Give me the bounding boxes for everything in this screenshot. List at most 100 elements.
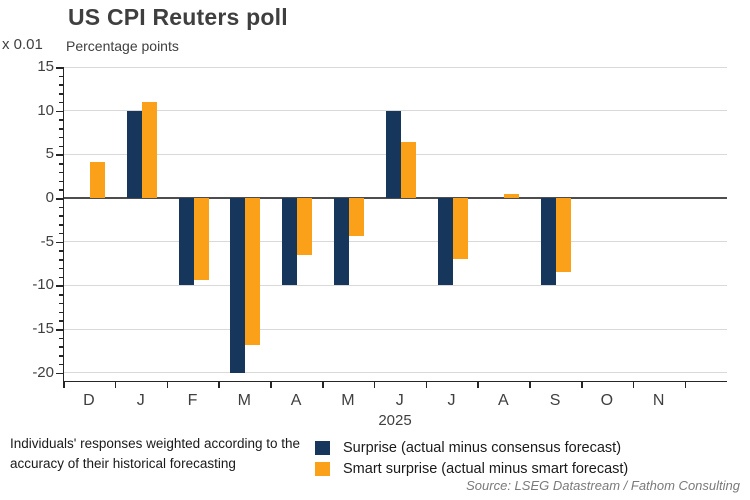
x-tick-label-0-D: D (83, 392, 95, 409)
y-tick-label-0: 0 (45, 189, 54, 206)
x-tick-1 (114, 382, 117, 388)
bar-surprise-4-A (282, 198, 298, 286)
bar-surprise-6-J (385, 110, 401, 198)
x-axis-year: 2025 (378, 412, 412, 429)
y-minor-tick-1 (59, 189, 63, 191)
y-major-tick-15 (56, 67, 63, 69)
y-tick-label--15: -15 (32, 320, 54, 337)
x-tick-7 (425, 382, 428, 388)
bar-surprise-5-M (333, 198, 349, 286)
source-credit: Source: LSEG Datastream / Fathom Consult… (466, 478, 740, 493)
x-tick-2 (166, 382, 169, 388)
bar-smart-surprise-1-J (141, 101, 157, 198)
x-tick-9 (529, 382, 531, 388)
x-tick-0 (63, 382, 65, 388)
y-minor-tick--4 (59, 232, 63, 235)
x-tick-6 (373, 382, 376, 388)
y-major-tick--20 (56, 372, 63, 375)
y-minor-tick-12 (59, 93, 63, 95)
bar-surprise-1-J (126, 110, 142, 198)
legend-item-smart-surprise: Smart surprise (actual minus smart forec… (315, 458, 628, 479)
legend-swatch-surprise (315, 440, 330, 455)
y-major-tick-0 (56, 198, 63, 200)
bar-smart-surprise-2-F (193, 198, 209, 281)
x-tick-5 (322, 382, 324, 388)
gridline--5 (64, 241, 727, 243)
x-tick-label-7-J: J (447, 392, 456, 409)
footnote: Individuals' responses weighted accordin… (10, 436, 301, 471)
chart-title: US CPI Reuters poll (68, 4, 288, 30)
y-minor-tick--8 (59, 267, 63, 270)
x-tick-4 (270, 382, 272, 388)
x-tick-label-8-A: A (497, 392, 509, 409)
gridline--15 (64, 328, 727, 330)
y-tick-label-5: 5 (45, 145, 54, 163)
bar-smart-surprise-5-M (348, 198, 364, 236)
bar-surprise-3-M (230, 198, 246, 373)
gridline-15 (64, 66, 727, 68)
x-tick-8 (477, 382, 479, 388)
y-minor-tick-8 (59, 128, 63, 130)
bar-smart-surprise-7-J (452, 198, 468, 260)
bar-smart-surprise-9-S (556, 198, 572, 273)
y-minor-tick-7 (59, 136, 63, 139)
y-minor-tick-3 (59, 171, 63, 174)
y-minor-tick-9 (59, 119, 63, 121)
legend: Surprise (actual minus consensus forecas… (315, 437, 628, 479)
x-tick-11 (632, 382, 635, 388)
gridline--10 (64, 284, 727, 286)
y-tick-label--20: -20 (32, 363, 54, 381)
y-minor-tick-14 (59, 75, 63, 78)
bar-smart-surprise-0-D (89, 162, 105, 198)
y-minor-tick--1 (59, 206, 63, 209)
bar-smart-surprise-4-A (297, 198, 313, 255)
y-minor-tick--6 (59, 250, 63, 252)
y-axis-multiplier: x 0.01 (2, 36, 43, 53)
bar-surprise-9-S (541, 198, 557, 286)
y-minor-tick--19 (59, 363, 63, 366)
y-minor-tick-6 (59, 145, 63, 148)
y-minor-tick-11 (59, 101, 63, 104)
x-tick-label-9-S: S (549, 392, 561, 409)
y-minor-tick-4 (59, 163, 63, 165)
x-tick-label-3-M: M (237, 392, 251, 409)
y-minor-tick--11 (59, 294, 63, 296)
x-tick-label-11-N: N (652, 392, 665, 409)
legend-label-surprise: Surprise (actual minus consensus forecas… (343, 439, 622, 456)
zero-line (64, 197, 727, 199)
y-minor-tick--2 (59, 215, 63, 217)
y-major-tick-5 (56, 154, 63, 156)
legend-item-surprise: Surprise (actual minus consensus forecas… (315, 437, 628, 458)
x-tick-3 (218, 382, 220, 388)
y-minor-tick--9 (59, 276, 63, 279)
x-tick-label-1-J: J (136, 392, 145, 409)
x-tick-10 (581, 382, 583, 388)
bar-smart-surprise-3-M (245, 198, 261, 345)
y-minor-tick-2 (59, 180, 63, 183)
x-tick-12 (684, 382, 687, 388)
y-tick-label-15: 15 (37, 58, 54, 75)
plot-area (63, 66, 727, 382)
y-major-tick-10 (56, 110, 63, 113)
y-minor-tick-13 (59, 84, 63, 86)
y-major-tick--15 (56, 329, 63, 331)
y-major-tick--10 (56, 285, 63, 287)
legend-label-smart-surprise: Smart surprise (actual minus smart forec… (343, 460, 629, 477)
bar-smart-surprise-8-A (504, 193, 520, 198)
y-minor-tick--14 (59, 320, 63, 322)
y-minor-tick--17 (59, 346, 63, 348)
y-major-tick--5 (56, 241, 63, 244)
y-minor-tick--13 (59, 311, 63, 314)
bar-surprise-7-J (437, 198, 453, 286)
legend-swatch-smart-surprise (315, 461, 330, 476)
y-tick-label--10: -10 (32, 276, 54, 294)
y-minor-tick--18 (59, 355, 63, 357)
x-tick-label-2-F: F (187, 392, 198, 409)
gridline--20 (64, 372, 727, 374)
bar-smart-surprise-6-J (400, 142, 416, 198)
x-tick-label-10-O: O (600, 392, 614, 409)
y-minor-tick--12 (59, 302, 63, 305)
y-tick-label--5: -5 (40, 232, 54, 250)
y-axis-title: Percentage points (66, 38, 179, 54)
